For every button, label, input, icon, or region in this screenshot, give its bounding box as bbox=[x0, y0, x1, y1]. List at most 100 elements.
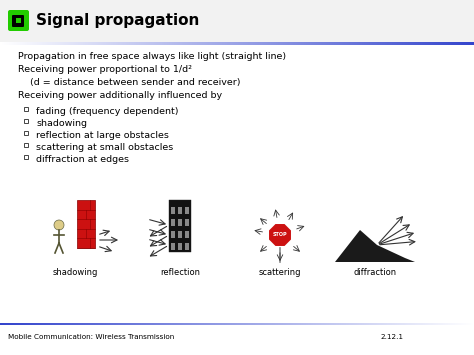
Bar bbox=[329, 322, 330, 325]
Bar bbox=[132, 322, 133, 325]
Bar bbox=[287, 322, 288, 325]
Bar bbox=[358, 42, 359, 45]
Bar bbox=[26, 322, 27, 325]
Bar bbox=[86, 42, 87, 45]
Bar bbox=[161, 42, 162, 45]
Bar bbox=[46, 322, 47, 325]
Bar bbox=[115, 322, 116, 325]
Bar bbox=[182, 322, 183, 325]
Bar bbox=[165, 322, 166, 325]
Bar bbox=[47, 322, 48, 325]
Bar bbox=[219, 42, 220, 45]
Bar bbox=[362, 42, 363, 45]
Bar bbox=[208, 42, 209, 45]
Bar bbox=[426, 322, 427, 325]
Bar bbox=[201, 322, 202, 325]
Bar bbox=[459, 42, 460, 45]
Bar bbox=[401, 322, 402, 325]
Bar bbox=[265, 42, 266, 45]
Bar bbox=[334, 42, 335, 45]
Bar bbox=[125, 42, 126, 45]
Bar bbox=[198, 322, 199, 325]
Bar bbox=[110, 42, 111, 45]
Bar bbox=[195, 322, 196, 325]
Bar bbox=[433, 42, 434, 45]
Bar bbox=[83, 42, 84, 45]
Text: diffraction: diffraction bbox=[354, 268, 397, 277]
Bar bbox=[360, 322, 361, 325]
Bar bbox=[471, 42, 472, 45]
Bar bbox=[376, 322, 377, 325]
Bar bbox=[452, 42, 453, 45]
Bar bbox=[299, 42, 300, 45]
Bar bbox=[41, 42, 42, 45]
Bar bbox=[128, 42, 129, 45]
Bar bbox=[91, 42, 92, 45]
Bar bbox=[356, 42, 357, 45]
Bar bbox=[177, 42, 178, 45]
Bar bbox=[155, 322, 156, 325]
Bar bbox=[16, 322, 17, 325]
Bar bbox=[8, 42, 9, 45]
Bar bbox=[230, 322, 231, 325]
Bar bbox=[424, 42, 425, 45]
Bar bbox=[424, 322, 425, 325]
Bar bbox=[347, 42, 348, 45]
Bar bbox=[394, 42, 395, 45]
Bar bbox=[169, 200, 191, 252]
Bar bbox=[84, 322, 85, 325]
Bar bbox=[251, 42, 252, 45]
Bar bbox=[458, 322, 459, 325]
Bar bbox=[81, 322, 82, 325]
Bar bbox=[188, 42, 189, 45]
Bar bbox=[281, 322, 282, 325]
Bar bbox=[71, 322, 72, 325]
Bar bbox=[90, 322, 91, 325]
Bar bbox=[198, 42, 199, 45]
Text: shadowing: shadowing bbox=[52, 268, 98, 277]
Bar bbox=[341, 322, 342, 325]
Bar bbox=[19, 42, 20, 45]
Bar bbox=[269, 322, 270, 325]
Bar bbox=[461, 42, 462, 45]
Bar bbox=[0, 42, 1, 45]
Bar bbox=[50, 42, 51, 45]
Bar bbox=[392, 322, 393, 325]
Bar bbox=[435, 42, 436, 45]
Bar bbox=[422, 322, 423, 325]
Bar bbox=[345, 42, 346, 45]
Bar bbox=[54, 322, 55, 325]
Bar bbox=[76, 42, 77, 45]
Bar bbox=[262, 322, 263, 325]
Bar bbox=[440, 322, 441, 325]
Bar bbox=[7, 42, 8, 45]
Bar bbox=[353, 42, 354, 45]
Bar bbox=[459, 322, 460, 325]
Bar bbox=[323, 322, 324, 325]
Bar bbox=[108, 42, 109, 45]
Bar bbox=[168, 322, 169, 325]
Text: Propagation in free space always like light (straight line): Propagation in free space always like li… bbox=[18, 52, 286, 61]
Bar bbox=[216, 42, 217, 45]
Bar bbox=[63, 322, 64, 325]
Bar bbox=[72, 42, 73, 45]
Bar bbox=[330, 42, 331, 45]
Bar bbox=[38, 42, 39, 45]
Bar bbox=[79, 42, 80, 45]
Bar bbox=[354, 322, 355, 325]
Bar bbox=[31, 322, 32, 325]
Text: Mobile Communication: Wireless Transmission: Mobile Communication: Wireless Transmiss… bbox=[8, 334, 174, 340]
Bar bbox=[454, 42, 455, 45]
Bar bbox=[169, 42, 170, 45]
Bar bbox=[446, 322, 447, 325]
Bar bbox=[361, 42, 362, 45]
Bar bbox=[95, 322, 96, 325]
Bar bbox=[21, 322, 22, 325]
Bar bbox=[166, 42, 167, 45]
Bar bbox=[48, 322, 49, 325]
Bar bbox=[263, 322, 264, 325]
Bar bbox=[335, 42, 336, 45]
Bar bbox=[59, 322, 60, 325]
Bar bbox=[242, 322, 243, 325]
Bar bbox=[91, 322, 92, 325]
